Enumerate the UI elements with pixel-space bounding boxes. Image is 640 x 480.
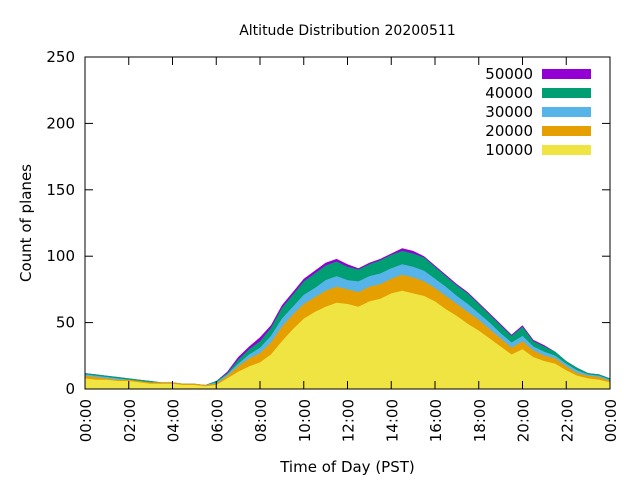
y-tick-label: 0 bbox=[65, 380, 75, 398]
legend-label-30000: 30000 bbox=[485, 103, 533, 121]
y-tick-label: 150 bbox=[46, 181, 75, 199]
x-axis-label: Time of Day (PST) bbox=[279, 458, 415, 476]
legend-label-20000: 20000 bbox=[485, 122, 533, 140]
legend-label-50000: 50000 bbox=[485, 65, 533, 83]
y-tick-label: 100 bbox=[46, 247, 75, 265]
legend-swatch-50000 bbox=[542, 69, 591, 79]
area-layers bbox=[85, 248, 610, 389]
x-tick-label: 18:00 bbox=[471, 399, 489, 442]
legend-swatch-30000 bbox=[542, 107, 591, 117]
x-tick-label: 12:00 bbox=[340, 399, 358, 442]
chart-title: Altitude Distribution 20200511 bbox=[239, 23, 456, 39]
x-tick-label: 04:00 bbox=[165, 399, 183, 442]
legend-swatch-20000 bbox=[542, 126, 591, 136]
legend-label-40000: 40000 bbox=[485, 84, 533, 102]
y-axis-ticks: 0 50 100 150 200 250 bbox=[46, 48, 610, 398]
x-tick-label: 10:00 bbox=[296, 399, 314, 442]
x-tick-label: 00:00 bbox=[602, 399, 620, 442]
y-tick-label: 200 bbox=[46, 114, 75, 132]
y-tick-label: 50 bbox=[56, 314, 75, 332]
x-tick-label: 20:00 bbox=[515, 399, 533, 442]
y-tick-label: 250 bbox=[46, 48, 75, 66]
x-tick-label: 14:00 bbox=[383, 399, 401, 442]
x-tick-label: 16:00 bbox=[427, 399, 445, 442]
x-tick-label: 02:00 bbox=[121, 399, 139, 442]
legend-swatch-10000 bbox=[542, 145, 591, 155]
x-axis-ticks: 00:00 02:00 04:00 06:00 08:00 10:00 12:00 14:00… bbox=[77, 57, 620, 442]
x-tick-label: 00:00 bbox=[77, 399, 95, 442]
x-tick-label: 22:00 bbox=[558, 399, 576, 442]
x-tick-label: 06:00 bbox=[208, 399, 226, 442]
area-series-10000 bbox=[85, 290, 610, 389]
y-axis-label: Count of planes bbox=[17, 164, 35, 282]
legend-label-10000: 10000 bbox=[485, 141, 533, 159]
legend-swatch-40000 bbox=[542, 88, 591, 98]
x-tick-label: 08:00 bbox=[252, 399, 270, 442]
